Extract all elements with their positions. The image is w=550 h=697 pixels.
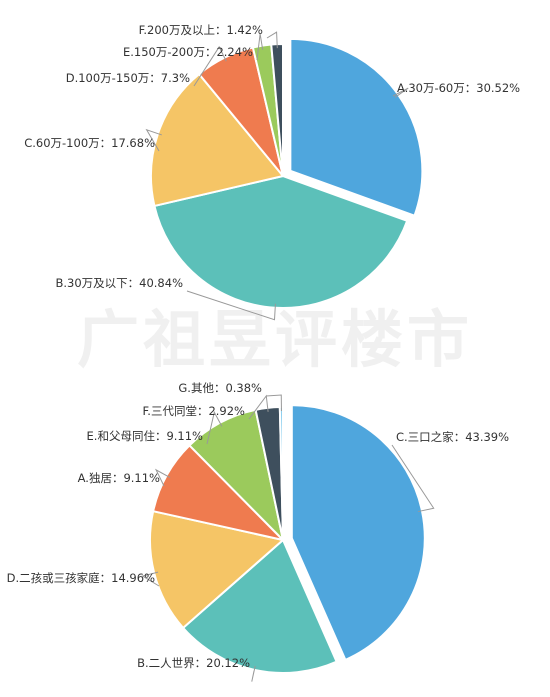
leader-line bbox=[141, 571, 160, 587]
value-label: 1.42% bbox=[226, 23, 263, 37]
slice-label: B.二人世界：20.12% bbox=[137, 656, 250, 670]
value-label: 40.84% bbox=[139, 276, 183, 290]
leader-line bbox=[266, 31, 278, 49]
separator: ： bbox=[465, 81, 477, 95]
slice-label: C.60万-100万：17.68% bbox=[24, 136, 155, 150]
slice-label: F.三代同堂：2.92% bbox=[143, 404, 246, 418]
separator: ： bbox=[195, 656, 207, 670]
value-label: 20.12% bbox=[206, 656, 250, 670]
separator: ： bbox=[215, 23, 227, 37]
category-label: C.60万-100万 bbox=[24, 136, 99, 150]
category-label: E.和父母同住 bbox=[87, 429, 156, 443]
value-label: 7.3% bbox=[161, 71, 190, 85]
value-label: 43.39% bbox=[465, 430, 509, 444]
separator: ： bbox=[100, 571, 112, 585]
separator: ： bbox=[454, 430, 466, 444]
category-label: A.独居 bbox=[78, 471, 112, 485]
category-label: F.200万及以上 bbox=[139, 23, 215, 37]
separator: ： bbox=[214, 381, 226, 395]
leader-line bbox=[154, 468, 171, 487]
slice-label: D.100万-150万：7.3% bbox=[66, 71, 190, 85]
category-label: E.150万-200万 bbox=[123, 45, 205, 59]
watermark: 广祖昱评楼市 bbox=[77, 303, 473, 376]
leader-line bbox=[251, 665, 256, 682]
value-label: 17.68% bbox=[111, 136, 155, 150]
value-label: 30.52% bbox=[476, 81, 520, 95]
slice-label: D.二孩或三孩家庭：14.96% bbox=[7, 571, 155, 585]
slice-label: B.30万及以下：40.84% bbox=[55, 276, 183, 290]
separator: ： bbox=[205, 45, 217, 59]
value-label: 9.11% bbox=[123, 471, 160, 485]
value-label: 0.38% bbox=[225, 381, 262, 395]
slice-label: E.和父母同住：9.11% bbox=[87, 429, 204, 443]
slice-label: E.150万-200万：2.24% bbox=[123, 45, 253, 59]
slice-label: C.三口之家：43.39% bbox=[396, 430, 509, 444]
leader-line bbox=[392, 87, 409, 98]
value-label: 9.11% bbox=[166, 429, 203, 443]
category-label: A.30万-60万 bbox=[397, 81, 465, 95]
slice-label: A.30万-60万：30.52% bbox=[397, 81, 520, 95]
category-label: D.二孩或三孩家庭 bbox=[7, 571, 101, 585]
separator: ： bbox=[155, 429, 167, 443]
category-label: B.30万及以下 bbox=[55, 276, 127, 290]
category-label: B.二人世界 bbox=[137, 656, 195, 670]
slice-label: F.200万及以上：1.42% bbox=[139, 23, 263, 37]
separator: ： bbox=[128, 276, 140, 290]
separator: ： bbox=[197, 404, 209, 418]
slice-label: G.其他：0.38% bbox=[178, 381, 262, 395]
leader-line bbox=[186, 290, 276, 321]
value-label: 14.96% bbox=[111, 571, 155, 585]
category-label: C.三口之家 bbox=[396, 430, 454, 444]
value-label: 2.24% bbox=[216, 45, 253, 59]
slice-label: A.独居：9.11% bbox=[78, 471, 160, 485]
leader-line bbox=[145, 128, 162, 152]
leader-line bbox=[391, 444, 435, 513]
leader-line bbox=[265, 394, 282, 412]
category-label: G.其他 bbox=[178, 381, 214, 395]
leader-line bbox=[256, 33, 264, 61]
leader-line bbox=[193, 45, 227, 87]
category-label: D.100万-150万 bbox=[66, 71, 150, 85]
separator: ： bbox=[100, 136, 112, 150]
separator: ： bbox=[112, 471, 124, 485]
value-label: 2.92% bbox=[208, 404, 245, 418]
category-label: F.三代同堂 bbox=[143, 404, 197, 418]
leader-line bbox=[206, 410, 223, 445]
separator: ： bbox=[149, 71, 161, 85]
